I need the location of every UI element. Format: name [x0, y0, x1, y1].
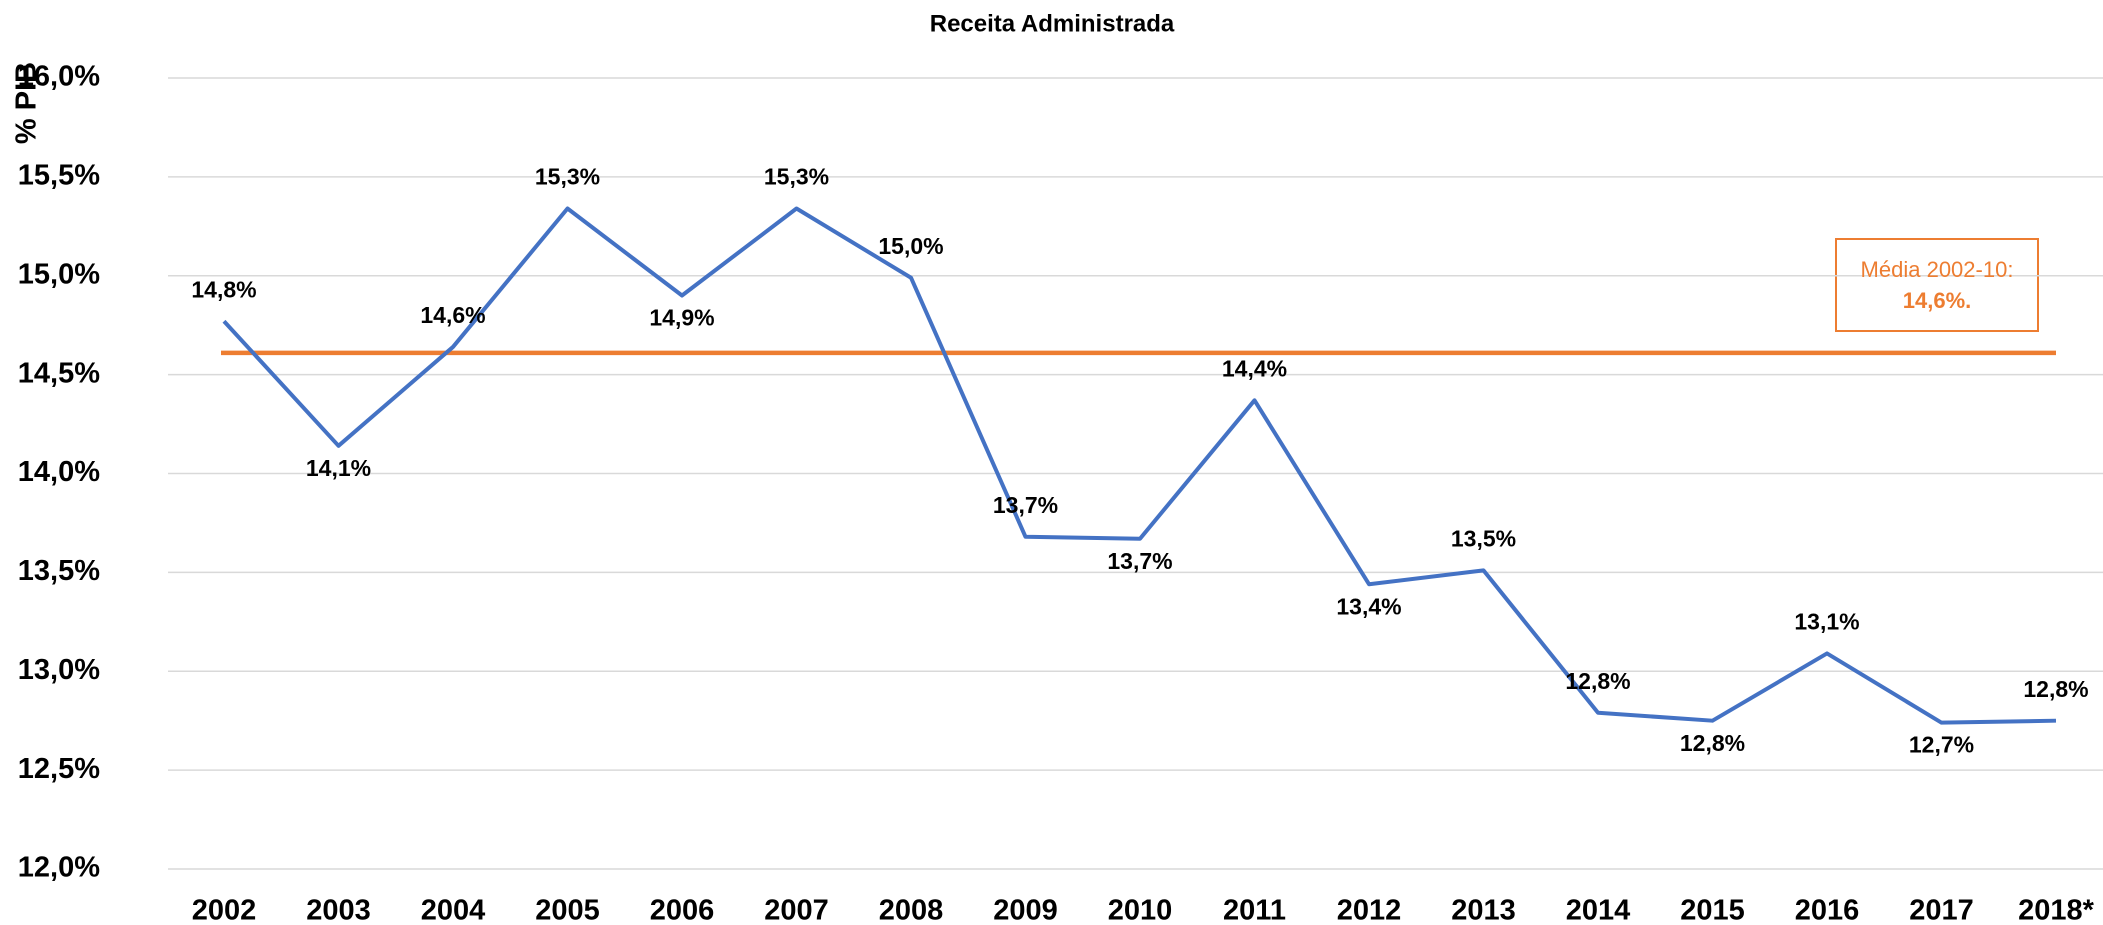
data-label: 15,3% — [535, 164, 600, 190]
y-tick-label: 13,0% — [18, 654, 100, 686]
data-label: 12,7% — [1909, 732, 1974, 758]
y-tick-label: 14,5% — [18, 357, 100, 389]
data-label: 13,7% — [1107, 548, 1172, 574]
x-tick-label: 2010 — [1108, 895, 1173, 925]
chart-title: Receita Administrada — [930, 10, 1175, 37]
y-tick-label: 14,0% — [18, 456, 100, 488]
data-label: 13,1% — [1794, 609, 1859, 635]
x-tick-label: 2006 — [650, 895, 715, 925]
data-label: 13,4% — [1336, 593, 1401, 619]
y-tick-label: 15,5% — [18, 160, 100, 192]
data-label: 12,8% — [1680, 730, 1745, 756]
x-tick-label: 2002 — [192, 895, 257, 925]
data-label: 14,1% — [306, 455, 371, 481]
x-tick-label: 2008 — [879, 895, 944, 925]
data-label: 14,8% — [191, 276, 256, 302]
y-tick-label: 12,0% — [18, 852, 100, 884]
y-tick-label: 12,5% — [18, 753, 100, 785]
average-box — [1835, 238, 2039, 332]
x-tick-label: 2015 — [1680, 895, 1745, 925]
x-tick-label: 2017 — [1909, 895, 1974, 925]
data-label: 15,3% — [764, 164, 829, 190]
x-tick-label: 2003 — [306, 895, 371, 925]
average-value-label: 14,6%. — [1903, 288, 1972, 313]
x-tick-label: 2012 — [1337, 895, 1402, 925]
y-tick-label: 15,0% — [18, 258, 100, 290]
data-label: 14,9% — [649, 305, 714, 331]
data-label: 15,0% — [878, 233, 943, 259]
x-tick-label: 2007 — [764, 895, 829, 925]
data-line — [222, 206, 2057, 725]
x-tick-label: 2009 — [993, 895, 1058, 925]
data-label: 14,6% — [420, 302, 485, 328]
x-tick-label: 2005 — [535, 895, 600, 925]
y-axis-label: % PIB — [11, 62, 43, 144]
data-label: 13,5% — [1451, 525, 1516, 551]
average-text: Média 2002-10: — [1861, 257, 2014, 282]
x-tick-label: 2018* — [2018, 895, 2095, 925]
data-label: 12,8% — [1565, 668, 1630, 694]
x-tick-label: 2016 — [1795, 895, 1860, 925]
x-tick-label: 2004 — [421, 895, 486, 925]
data-label: 12,8% — [2023, 676, 2088, 702]
x-tick-label: 2011 — [1223, 895, 1286, 925]
data-label: 13,7% — [993, 492, 1058, 518]
x-tick-label: 2014 — [1566, 895, 1631, 925]
y-tick-label: 16,0% — [18, 61, 100, 93]
x-tick-label: 2013 — [1451, 895, 1516, 925]
data-label: 14,4% — [1222, 355, 1287, 381]
y-tick-label: 13,5% — [18, 555, 100, 587]
